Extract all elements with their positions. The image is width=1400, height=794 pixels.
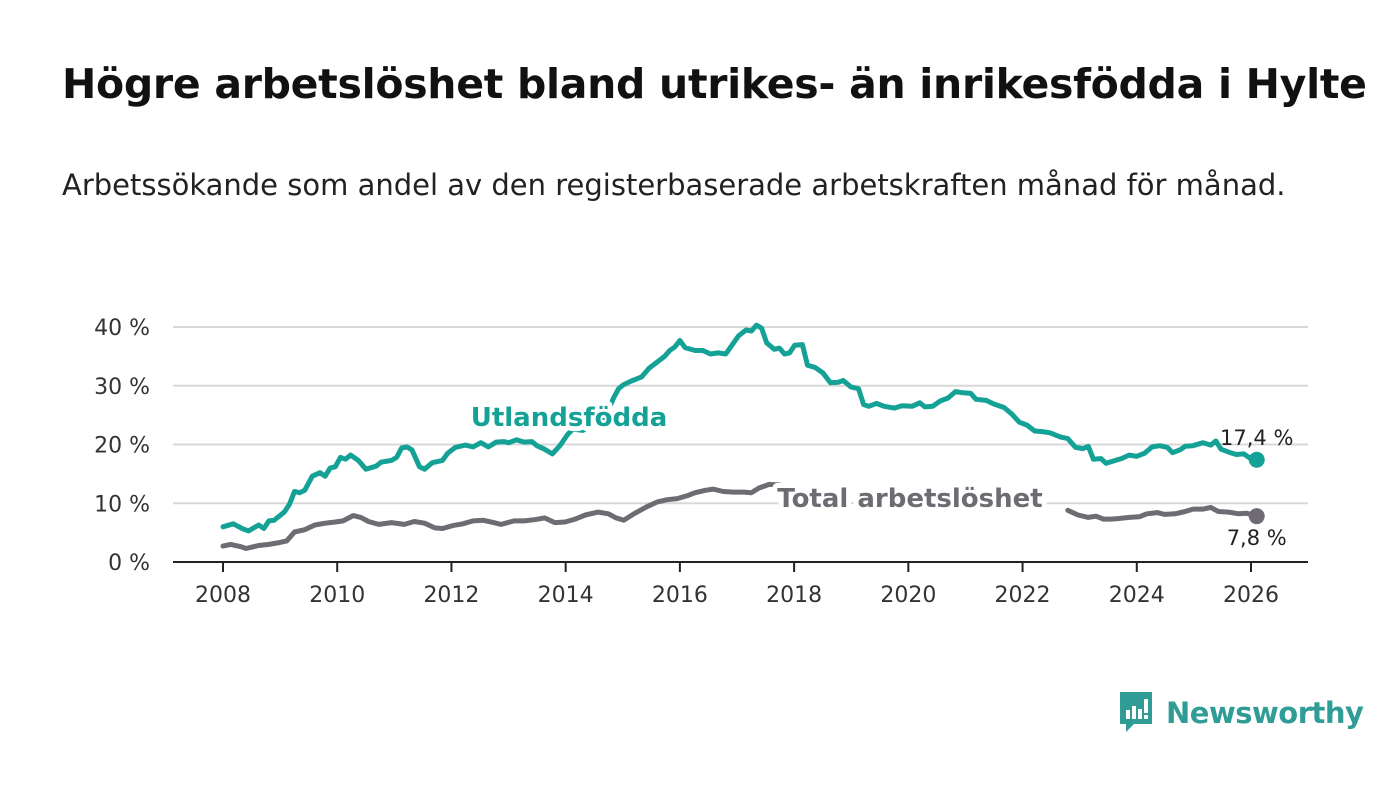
end-value-label-total: 7,8 % (1227, 526, 1287, 550)
series-label-utlandsfodda-halo: Utlandsfödda (471, 403, 668, 433)
series-label-total: Total arbetslöshet (777, 484, 1042, 514)
gridlines (173, 326, 1308, 505)
chart-title: Högre arbetslöshet bland utrikes- än inr… (62, 60, 1367, 108)
x-tick-label: 2018 (766, 583, 822, 608)
newsworthy-logo-icon (1118, 690, 1154, 736)
y-tick-label: 30 % (94, 375, 150, 400)
newsworthy-logo: Newsworthy (1118, 690, 1364, 736)
x-tick-label: 2020 (880, 583, 936, 608)
end-marker-total (1248, 508, 1265, 525)
x-tick-label: 2024 (1109, 583, 1165, 608)
series-labels: 17,4 %7,8 %UtlandsföddaUtlandsföddaTotal… (466, 398, 1294, 550)
y-tick-label: 10 % (94, 492, 150, 517)
x-tick-label: 2010 (309, 583, 365, 608)
chart-subtitle: Arbetssökande som andel av den registerb… (62, 168, 1286, 202)
series-line-total-2 (1065, 504, 1260, 522)
series-label-total-halo: Total arbetslöshet (777, 484, 1042, 514)
end-value-label-utlandsfodda: 17,4 % (1220, 426, 1293, 450)
series-lines (220, 322, 1265, 551)
x-tick-label: 2014 (538, 583, 594, 608)
end-marker-utlandsfodda (1248, 451, 1265, 468)
y-tick-label: 20 % (94, 434, 150, 459)
x-tick-label: 2012 (423, 583, 479, 608)
y-tick-label: 0 % (108, 551, 150, 576)
y-tick-label: 40 % (94, 316, 150, 341)
x-tick-label: 2026 (1223, 583, 1279, 608)
x-tick-label: 2016 (652, 583, 708, 608)
series-label-utlandsfodda: Utlandsfödda (471, 403, 668, 433)
series-line-total-1 (220, 481, 826, 551)
brand-name: Newsworthy (1166, 696, 1364, 730)
x-tick-label: 2022 (995, 583, 1051, 608)
axes: 0 % 10 % 20 % 30 % 40 % 2008 2010 2012 2014 2016 2… (94, 316, 1308, 608)
x-tick-label: 2008 (195, 583, 251, 608)
series-line-utlandsfodda (220, 322, 1260, 534)
